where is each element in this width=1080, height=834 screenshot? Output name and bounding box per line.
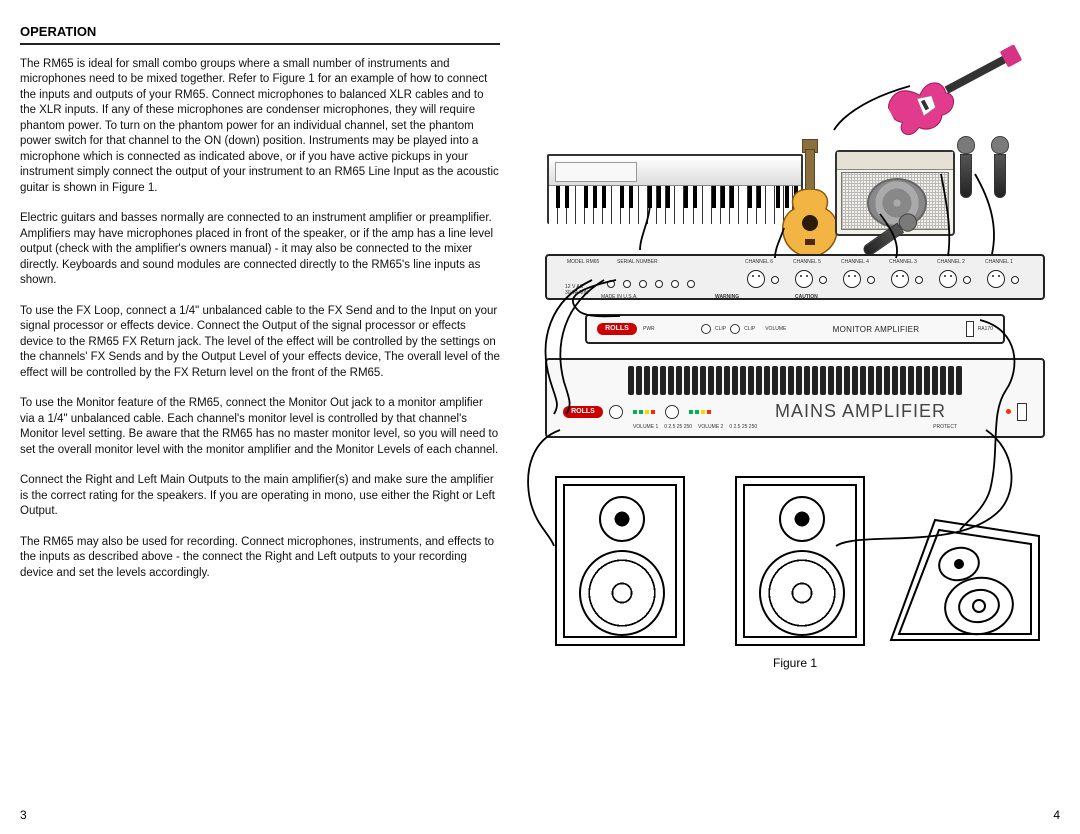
mon-pwr-label: PWR	[643, 326, 655, 332]
mains-amp-label: MAINS AMPLIFIER	[775, 401, 946, 422]
right-page: MODEL RM65 SERIAL NUMBER 12 V AC 30 VA M…	[520, 0, 1080, 834]
figure-speakers	[545, 456, 1045, 646]
mains-vol1-label: VOLUME 1	[633, 424, 658, 430]
figure-1: MODEL RM65 SERIAL NUMBER 12 V AC 30 VA M…	[545, 24, 1045, 646]
mon-clip-label: CLIP	[715, 326, 726, 332]
paragraph-2: Electric guitars and basses normally are…	[20, 211, 500, 289]
mains-leds-label: 0 2.5 25 250	[664, 424, 692, 430]
paragraph-5: Connect the Right and Left Main Outputs …	[20, 473, 500, 520]
paragraph-4: To use the Monitor feature of the RM65, …	[20, 396, 500, 458]
microphone-icon	[991, 136, 1009, 198]
figure-top-instruments	[545, 24, 1045, 254]
mixer-serial-label: SERIAL NUMBER	[617, 259, 658, 265]
mixer-rear-panel: MODEL RM65 SERIAL NUMBER 12 V AC 30 VA M…	[545, 254, 1045, 300]
mixer-model-label: MODEL RM65	[567, 259, 599, 265]
page-number-right: 4	[1053, 808, 1060, 822]
microphone-icon	[957, 136, 975, 198]
monitor-wedge-icon	[885, 516, 1045, 646]
keyboard-icon	[547, 154, 803, 224]
mains-leds-label: 0 2.5 25 250	[729, 424, 757, 430]
mains-vol2-label: VOLUME 2	[698, 424, 723, 430]
brand-badge: ROLLS	[563, 406, 603, 418]
page-number-left: 3	[20, 808, 27, 822]
mains-protect-label: PROTECT	[933, 424, 957, 430]
paragraph-1: The RM65 is ideal for small combo groups…	[20, 57, 500, 197]
mon-clip-label: CLIP	[744, 326, 755, 332]
section-title: OPERATION	[20, 24, 500, 39]
mixer-caution-label: CAUTION	[795, 294, 818, 300]
monitor-amplifier-panel: ROLLS PWR CLIP CLIP VOLUME MONITOR AMPLI…	[585, 314, 1005, 344]
pa-speaker-left-icon	[555, 476, 685, 646]
left-page: OPERATION The RM65 is ideal for small co…	[0, 0, 520, 834]
figure-rack-units: MODEL RM65 SERIAL NUMBER 12 V AC 30 VA M…	[545, 254, 1045, 438]
paragraph-6: The RM65 may also be used for recording.…	[20, 535, 500, 582]
mon-model-label: RA170	[978, 326, 993, 332]
paragraph-3: To use the FX Loop, connect a 1/4" unbal…	[20, 304, 500, 382]
mixer-warning-label: WARNING	[715, 294, 739, 300]
mon-volume-label: VOLUME	[765, 326, 786, 332]
mains-amplifier-panel: ROLLS MAINS AMPLIFIER VOLUME 1 0 2.5 25	[545, 358, 1045, 438]
electric-guitar-icon	[874, 20, 1026, 152]
mixer-made-label: MADE IN U.S.A.	[601, 294, 638, 300]
figure-label: Figure 1	[773, 656, 817, 670]
mixer-power-label: 12 V AC 30 VA MIN	[565, 284, 589, 296]
section-rule	[20, 43, 500, 45]
monitor-amp-label: MONITOR AMPLIFIER	[833, 325, 920, 334]
brand-badge: ROLLS	[597, 323, 637, 335]
pa-speaker-right-icon	[735, 476, 865, 646]
